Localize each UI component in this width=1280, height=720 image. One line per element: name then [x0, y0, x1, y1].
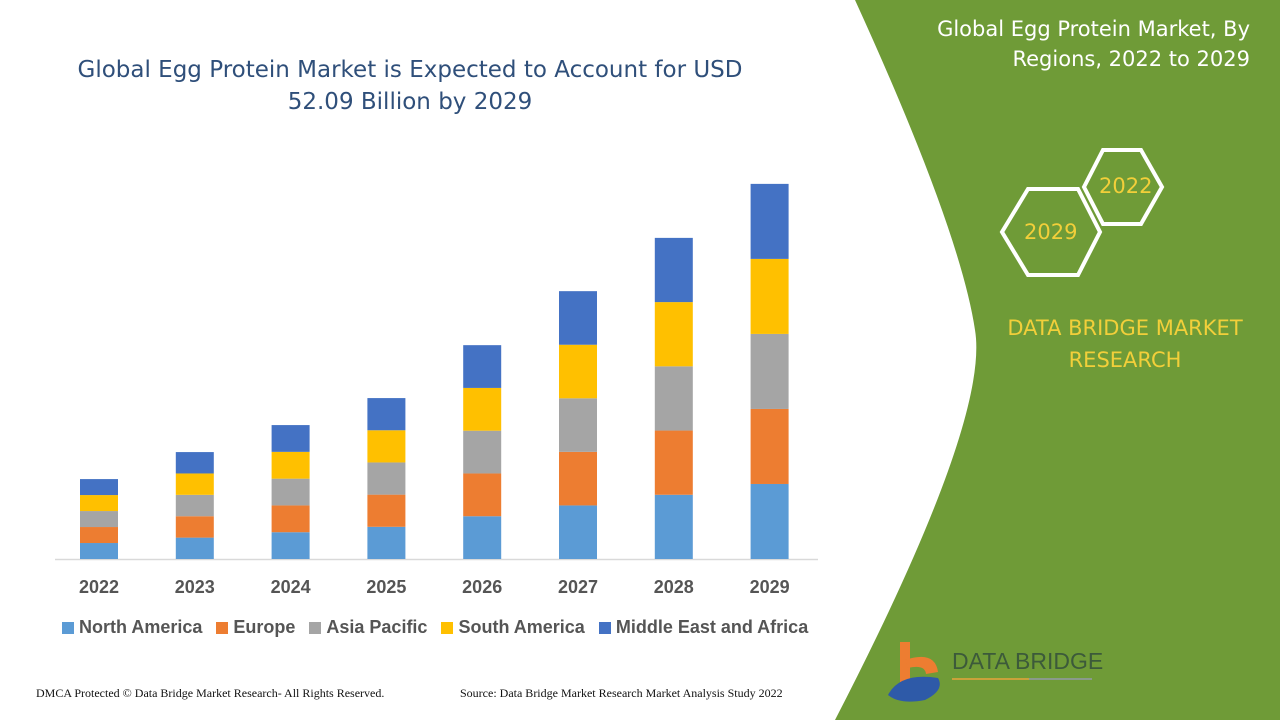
bars [80, 183, 789, 559]
bar-2028-europe [654, 430, 693, 495]
legend-swatch [598, 621, 611, 634]
bar-2028-asia-pacific [654, 366, 693, 431]
bar-2023-europe [175, 516, 214, 538]
bar-2022-asia-pacific [80, 511, 118, 528]
bar-2025-middle-east-and-africa [367, 398, 406, 431]
bar-2023-south-america [175, 473, 214, 495]
bar-2027-south-america [559, 344, 597, 399]
bar-2023-asia-pacific [175, 494, 214, 517]
bar-2025-asia-pacific [367, 462, 406, 495]
bar-2029-asia-pacific [750, 333, 789, 409]
hex-label-2029: 2029 [1024, 220, 1078, 244]
legend-item: Europe [216, 617, 295, 638]
x-tick-label: 2028 [654, 577, 694, 597]
legend-swatch [309, 621, 322, 634]
bar-2023-middle-east-and-africa [175, 452, 214, 474]
legend-item: Middle East and Africa [598, 617, 809, 638]
bar-2029-europe [750, 408, 789, 484]
bar-2022-north-america [80, 543, 118, 559]
bar-2026-middle-east-and-africa [463, 345, 502, 388]
bar-2029-south-america [750, 258, 789, 334]
bar-2029-middle-east-and-africa [750, 183, 789, 259]
bar-2025-europe [367, 494, 406, 527]
legend-item: North America [62, 617, 202, 638]
x-tick-labels: 2022 2023 2024 2025 2026 2027 2028 2029 [79, 577, 790, 597]
bar-2024-asia-pacific [271, 478, 310, 506]
legend: North America Europe Asia Pacific South Ame… [62, 617, 808, 638]
bar-2029-north-america [750, 483, 789, 559]
legend-label: North America [79, 617, 203, 637]
bar-2022-south-america [80, 495, 118, 512]
footer-source: Source: Data Bridge Market Research Mark… [460, 686, 783, 700]
legend-label: Europe [233, 617, 296, 637]
legend-swatch [441, 621, 454, 634]
bar-2028-north-america [654, 494, 693, 559]
bar-2024-south-america [271, 451, 310, 479]
hexagon-2022 [1081, 148, 1165, 226]
x-tick-label: 2027 [558, 577, 598, 597]
green-panel [835, 0, 1280, 720]
bar-2023-north-america [175, 537, 214, 559]
legend-item: South America [441, 617, 585, 638]
logo-underline [952, 678, 1092, 680]
brand-text: DATA BRIDGE MARKET RESEARCH [1007, 316, 1243, 372]
logo-text: DATA BRIDGE [952, 648, 1104, 674]
bar-2026-europe [463, 473, 502, 517]
bar-2027-europe [559, 451, 597, 506]
bar-2026-north-america [463, 516, 502, 559]
bar-2025-north-america [367, 526, 406, 559]
x-tick-label: 2023 [175, 577, 215, 597]
bar-2022-europe [80, 527, 118, 544]
bar-2024-middle-east-and-africa [271, 425, 310, 452]
bar-2028-south-america [654, 302, 693, 367]
bar-2026-south-america [463, 387, 502, 431]
panel-title: Global Egg Protein Market, By Regions, 2… [937, 17, 1250, 71]
bar-2024-north-america [271, 532, 310, 559]
hexagon-2029 [999, 187, 1103, 277]
x-tick-label: 2025 [366, 577, 406, 597]
logo-icon [888, 642, 940, 702]
legend-swatch [62, 621, 74, 634]
legend-item: Asia Pacific [309, 617, 427, 638]
footer-copyright: DMCA Protected © Data Bridge Market Rese… [36, 686, 385, 700]
bar-2022-middle-east-and-africa [80, 479, 118, 496]
legend-label: Middle East and Africa [615, 617, 809, 637]
bar-2024-europe [271, 505, 310, 533]
legend-swatch [216, 621, 229, 634]
bar-2025-south-america [367, 430, 406, 463]
bar-2026-asia-pacific [463, 430, 502, 474]
x-tick-label: 2026 [462, 577, 502, 597]
legend-label: Asia Pacific [326, 617, 428, 637]
legend-label: South America [458, 617, 585, 637]
x-tick-label: 2022 [79, 577, 119, 597]
bar-2027-north-america [559, 505, 597, 559]
x-tick-label: 2029 [750, 577, 790, 597]
x-tick-label: 2024 [271, 577, 311, 597]
hex-label-2022: 2022 [1099, 174, 1153, 198]
bar-2027-middle-east-and-africa [559, 291, 597, 345]
bar-2028-middle-east-and-africa [654, 237, 693, 303]
chart-title: Global Egg Protein Market is Expected to… [77, 57, 743, 115]
bar-2027-asia-pacific [559, 398, 597, 452]
